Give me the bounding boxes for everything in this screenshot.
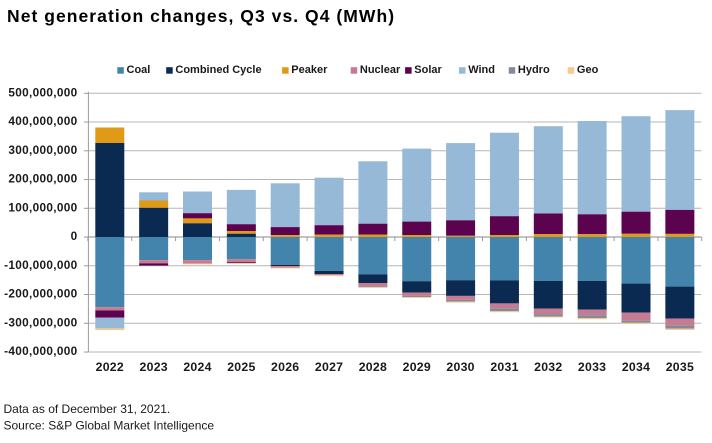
svg-text:Coal: Coal xyxy=(127,64,151,76)
svg-text:Hydro: Hydro xyxy=(518,64,550,76)
svg-text:2027: 2027 xyxy=(315,360,343,374)
svg-text:400,000,000: 400,000,000 xyxy=(8,114,77,128)
svg-text:2032: 2032 xyxy=(534,360,562,374)
svg-text:2023: 2023 xyxy=(140,360,168,374)
svg-text:2026: 2026 xyxy=(271,360,299,374)
svg-text:100,000,000: 100,000,000 xyxy=(8,200,77,214)
svg-text:2025: 2025 xyxy=(227,360,255,374)
svg-text:Source: S&P Global Market Inte: Source: S&P Global Market Intelligence xyxy=(4,418,215,432)
svg-text:200,000,000: 200,000,000 xyxy=(8,172,77,186)
svg-text:-100,000,000: -100,000,000 xyxy=(4,258,77,272)
svg-text:2029: 2029 xyxy=(403,360,431,374)
svg-text:2033: 2033 xyxy=(578,360,606,374)
svg-text:-400,000,000: -400,000,000 xyxy=(4,344,77,358)
svg-text:2024: 2024 xyxy=(183,360,211,374)
svg-text:2022: 2022 xyxy=(96,360,124,374)
svg-text:Wind: Wind xyxy=(468,64,495,76)
svg-text:-200,000,000: -200,000,000 xyxy=(4,287,77,301)
svg-text:Net generation changes, Q3 vs.: Net generation changes, Q3 vs. Q4 (MWh) xyxy=(7,6,395,26)
svg-text:2030: 2030 xyxy=(446,360,474,374)
svg-text:500,000,000: 500,000,000 xyxy=(8,85,77,99)
svg-text:Nuclear: Nuclear xyxy=(360,64,401,76)
svg-text:Combined Cycle: Combined Cycle xyxy=(175,64,261,76)
svg-text:300,000,000: 300,000,000 xyxy=(8,143,77,157)
svg-text:2034: 2034 xyxy=(622,360,650,374)
svg-text:2035: 2035 xyxy=(666,360,694,374)
svg-text:2031: 2031 xyxy=(490,360,518,374)
svg-text:Data as of December 31, 2021.: Data as of December 31, 2021. xyxy=(4,402,171,416)
svg-text:Peaker: Peaker xyxy=(291,64,328,76)
svg-text:2028: 2028 xyxy=(359,360,387,374)
svg-text:0: 0 xyxy=(71,229,78,243)
svg-text:Geo: Geo xyxy=(577,64,599,76)
svg-text:Solar: Solar xyxy=(414,64,442,76)
svg-text:-300,000,000: -300,000,000 xyxy=(4,315,77,329)
